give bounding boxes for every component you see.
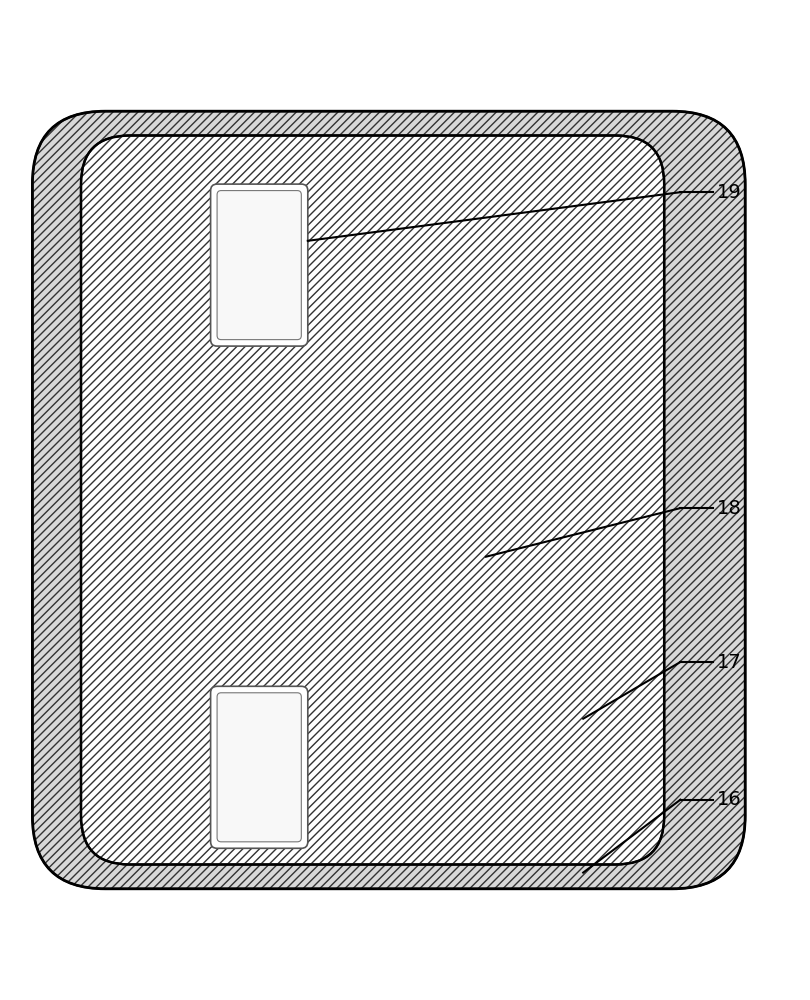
- Text: 17: 17: [717, 652, 742, 672]
- FancyBboxPatch shape: [81, 135, 664, 864]
- FancyBboxPatch shape: [217, 191, 301, 340]
- Text: 19: 19: [717, 183, 742, 202]
- FancyBboxPatch shape: [211, 686, 308, 848]
- Text: 18: 18: [717, 499, 742, 518]
- FancyBboxPatch shape: [32, 111, 745, 889]
- FancyBboxPatch shape: [217, 693, 301, 842]
- Text: 16: 16: [717, 790, 742, 809]
- FancyBboxPatch shape: [211, 184, 308, 346]
